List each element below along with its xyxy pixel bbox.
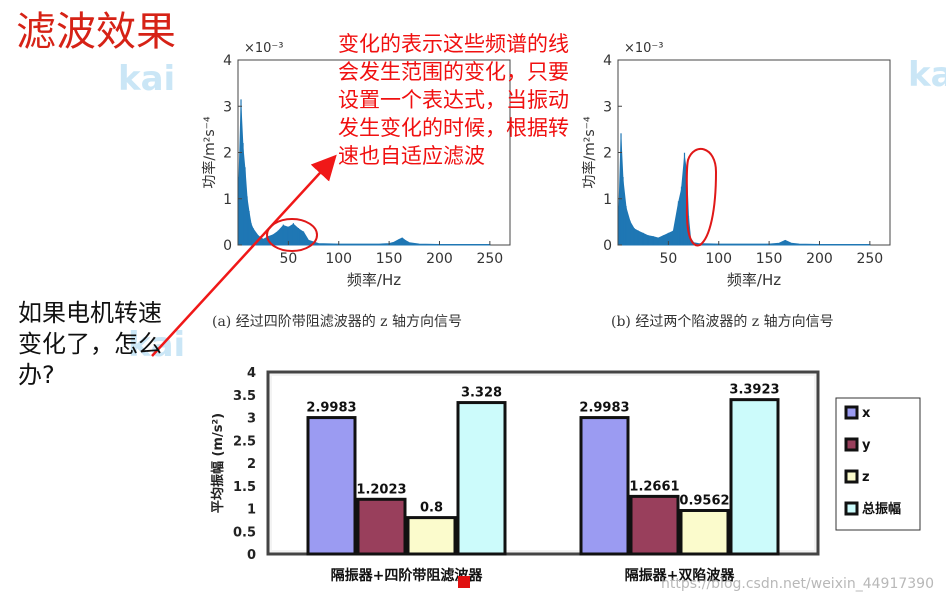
bar-z-0: [406, 516, 457, 556]
bar-z-1: [679, 508, 730, 556]
bar-y-tick-label: 0: [247, 548, 256, 563]
x-axis-label: 频率/Hz: [347, 271, 401, 289]
legend-label: 总振幅: [862, 501, 901, 517]
x-axis-label: 频率/Hz: [727, 271, 781, 289]
bar-data-label: 0.9562: [679, 493, 729, 508]
y-tick-label: 4: [223, 53, 232, 69]
x-tick-label: 200: [426, 251, 453, 267]
watermark-url: https://blog.csdn.net/weixin_44917390: [660, 576, 934, 592]
x-tick-label: 50: [279, 251, 297, 267]
bar-x-1: [579, 416, 630, 556]
caption-chart-b: (b) 经过两个陷波器的 z 轴方向信号: [611, 314, 834, 330]
bar-y-tick-label: 1: [247, 503, 256, 518]
bar-x-0: [306, 416, 357, 556]
logo-mark-right: kai: [908, 55, 946, 95]
y-tick-label: 1: [603, 192, 612, 208]
legend-label: x: [862, 406, 871, 421]
bar-data-label: 3.328: [461, 386, 502, 401]
y-tick-label: 2: [223, 146, 232, 162]
legend-label: z: [862, 470, 870, 485]
legend-swatch: [844, 437, 859, 452]
x-tick-label: 150: [376, 251, 403, 267]
bar-category-label: 隔振器+四阶带阻滤波器: [331, 567, 484, 584]
y-tick-label: 3: [603, 99, 612, 115]
annotation-callout: 变化的表示这些频谱的线会发生范围的变化，只要设置一个表达式，当振动发生变化的时候…: [338, 32, 569, 168]
bar-data-label: 1.2023: [356, 482, 406, 497]
legend-swatch: [844, 501, 859, 516]
caption-chart-a: (a) 经过四阶带阻滤波器的 z 轴方向信号: [212, 314, 462, 330]
bar-y-tick-label: 4: [247, 366, 256, 381]
spectrum-chart-b: 50 100 150 200 250 0 1 2 3 4 ×10⁻³ 频率/Hz 功率/m²s⁻⁴: [581, 41, 891, 289]
legend-swatch: [844, 405, 859, 420]
bar-data-label: 0.8: [420, 501, 443, 516]
legend-label: y: [862, 438, 871, 453]
logo-mark-left: kai: [118, 59, 175, 99]
bar-data-label: 1.2661: [629, 479, 679, 494]
axis-multiplier: ×10⁻³: [624, 41, 664, 56]
bar-y-tick-label: 2.5: [233, 434, 256, 449]
bar-y-tick-label: 3.5: [233, 389, 256, 404]
x-tick-label: 50: [659, 251, 677, 267]
y-tick-label: 0: [223, 238, 232, 254]
bar-data-label: 2.9983: [579, 401, 629, 416]
x-tick-label: 100: [325, 251, 352, 267]
bar-y-0: [356, 497, 407, 556]
bar-y-axis-label: 平均振幅 (m/s²): [210, 413, 226, 513]
bar-y-tick-label: 2: [247, 457, 256, 472]
slide-title: 滤波效果: [16, 9, 176, 55]
y-tick-label: 1: [223, 192, 232, 208]
plot-frame: [617, 59, 891, 246]
bar-y-tick-label: 3: [247, 412, 256, 427]
y-tick-label: 4: [603, 53, 612, 69]
y-tick-label: 2: [603, 146, 612, 162]
bar-y-tick-label: 0.5: [233, 525, 256, 540]
bar-chart: 0 0.5 1 1.5 2 2.5 3 3.5 4 平均振幅 (m/s²) 2.9983 1.2023…: [210, 366, 921, 584]
y-tick-label: 3: [223, 99, 232, 115]
bar-y-1: [629, 494, 680, 556]
axis-multiplier: ×10⁻³: [244, 41, 284, 56]
x-tick-label: 250: [476, 251, 503, 267]
y-axis-label: 功率/m²s⁻⁴: [201, 116, 218, 189]
x-tick-label: 200: [806, 251, 833, 267]
bar-y-tick-label: 1.5: [233, 480, 256, 495]
x-tick-label: 100: [705, 251, 732, 267]
bar-data-label: 2.9983: [306, 401, 356, 416]
question-text: 如果电机转速变化了，怎么办?: [18, 299, 162, 389]
x-tick-label: 150: [756, 251, 783, 267]
bar-总振幅-0: [456, 401, 507, 556]
bar-category-label: 隔振器+双陷波器: [625, 567, 736, 584]
bar-data-label: 3.3923: [729, 383, 779, 398]
legend-swatch: [844, 469, 859, 484]
x-tick-label: 250: [856, 251, 883, 267]
bar-总振幅-1: [729, 398, 780, 556]
y-axis-label: 功率/m²s⁻⁴: [581, 116, 598, 189]
y-tick-label: 0: [603, 238, 612, 254]
